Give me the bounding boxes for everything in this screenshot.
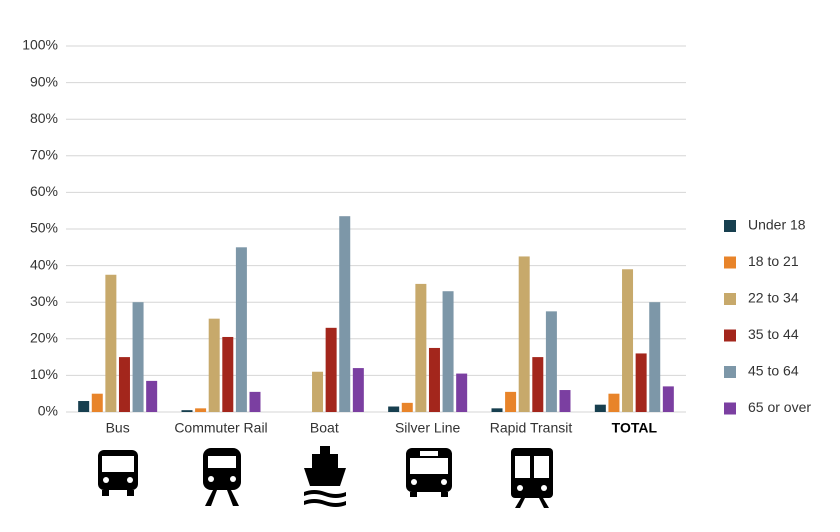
legend-swatch <box>724 256 736 269</box>
y-tick-label: 90% <box>30 73 58 89</box>
bar <box>505 391 517 412</box>
legend-swatch <box>724 293 736 305</box>
y-tick-label: 0% <box>38 403 58 419</box>
y-tick-label: 100% <box>22 37 58 53</box>
y-tick-label: 80% <box>30 110 58 126</box>
bar <box>649 302 661 412</box>
y-tick-label: 70% <box>30 147 58 163</box>
bar <box>352 368 364 412</box>
bar <box>235 247 247 412</box>
bar <box>181 410 193 412</box>
bar <box>146 380 158 412</box>
bar <box>118 357 130 412</box>
legend-label: 45 to 64 <box>748 363 799 379</box>
legend-swatch <box>724 366 736 378</box>
bar <box>635 353 647 412</box>
y-tick-label: 60% <box>30 183 58 199</box>
transit-icons <box>98 446 553 508</box>
bar <box>518 256 530 412</box>
bar <box>622 269 634 412</box>
legend-label: 22 to 34 <box>748 290 799 306</box>
bar <box>428 347 440 412</box>
bar <box>545 311 557 412</box>
bar <box>249 391 261 412</box>
train-icon <box>203 448 241 506</box>
bar <box>559 390 571 412</box>
legend-label: 18 to 21 <box>748 253 799 269</box>
bar <box>491 408 503 412</box>
bar <box>339 216 351 412</box>
x-tick-label: TOTAL <box>612 420 658 436</box>
bar <box>388 406 400 412</box>
bar <box>208 318 220 412</box>
legend-label: 65 or over <box>748 399 811 415</box>
legend-label: 35 to 44 <box>748 326 799 342</box>
x-tick-label: Rapid Transit <box>490 420 573 436</box>
legend-label: Under 18 <box>748 217 806 233</box>
bar <box>608 393 620 412</box>
bar <box>325 327 337 412</box>
bar <box>415 283 427 412</box>
y-tick-label: 20% <box>30 330 58 346</box>
bar <box>312 371 324 412</box>
bar <box>442 291 454 412</box>
bar <box>105 274 117 412</box>
bar <box>195 408 207 412</box>
y-tick-label: 10% <box>30 366 58 382</box>
bar <box>456 373 468 412</box>
bus-icon <box>98 450 138 496</box>
x-tick-label: Bus <box>106 420 130 436</box>
y-tick-label: 50% <box>30 220 58 236</box>
y-tick-label: 30% <box>30 293 58 309</box>
silver-line-icon <box>406 448 452 497</box>
x-tick-label: Boat <box>310 420 339 436</box>
legend-swatch <box>724 402 736 415</box>
bar <box>91 393 103 412</box>
bar <box>78 401 90 412</box>
legend-swatch <box>724 220 736 232</box>
bar <box>222 336 234 412</box>
x-tick-label: Commuter Rail <box>174 420 267 436</box>
y-tick-label: 40% <box>30 256 58 272</box>
rapid-transit-icon <box>511 448 553 508</box>
boat-icon <box>304 446 346 507</box>
bar <box>594 404 606 412</box>
bar <box>132 302 144 412</box>
bar <box>532 357 544 412</box>
bar <box>662 386 674 412</box>
bar <box>401 402 413 412</box>
legend-swatch <box>724 329 736 342</box>
x-tick-label: Silver Line <box>395 420 461 436</box>
